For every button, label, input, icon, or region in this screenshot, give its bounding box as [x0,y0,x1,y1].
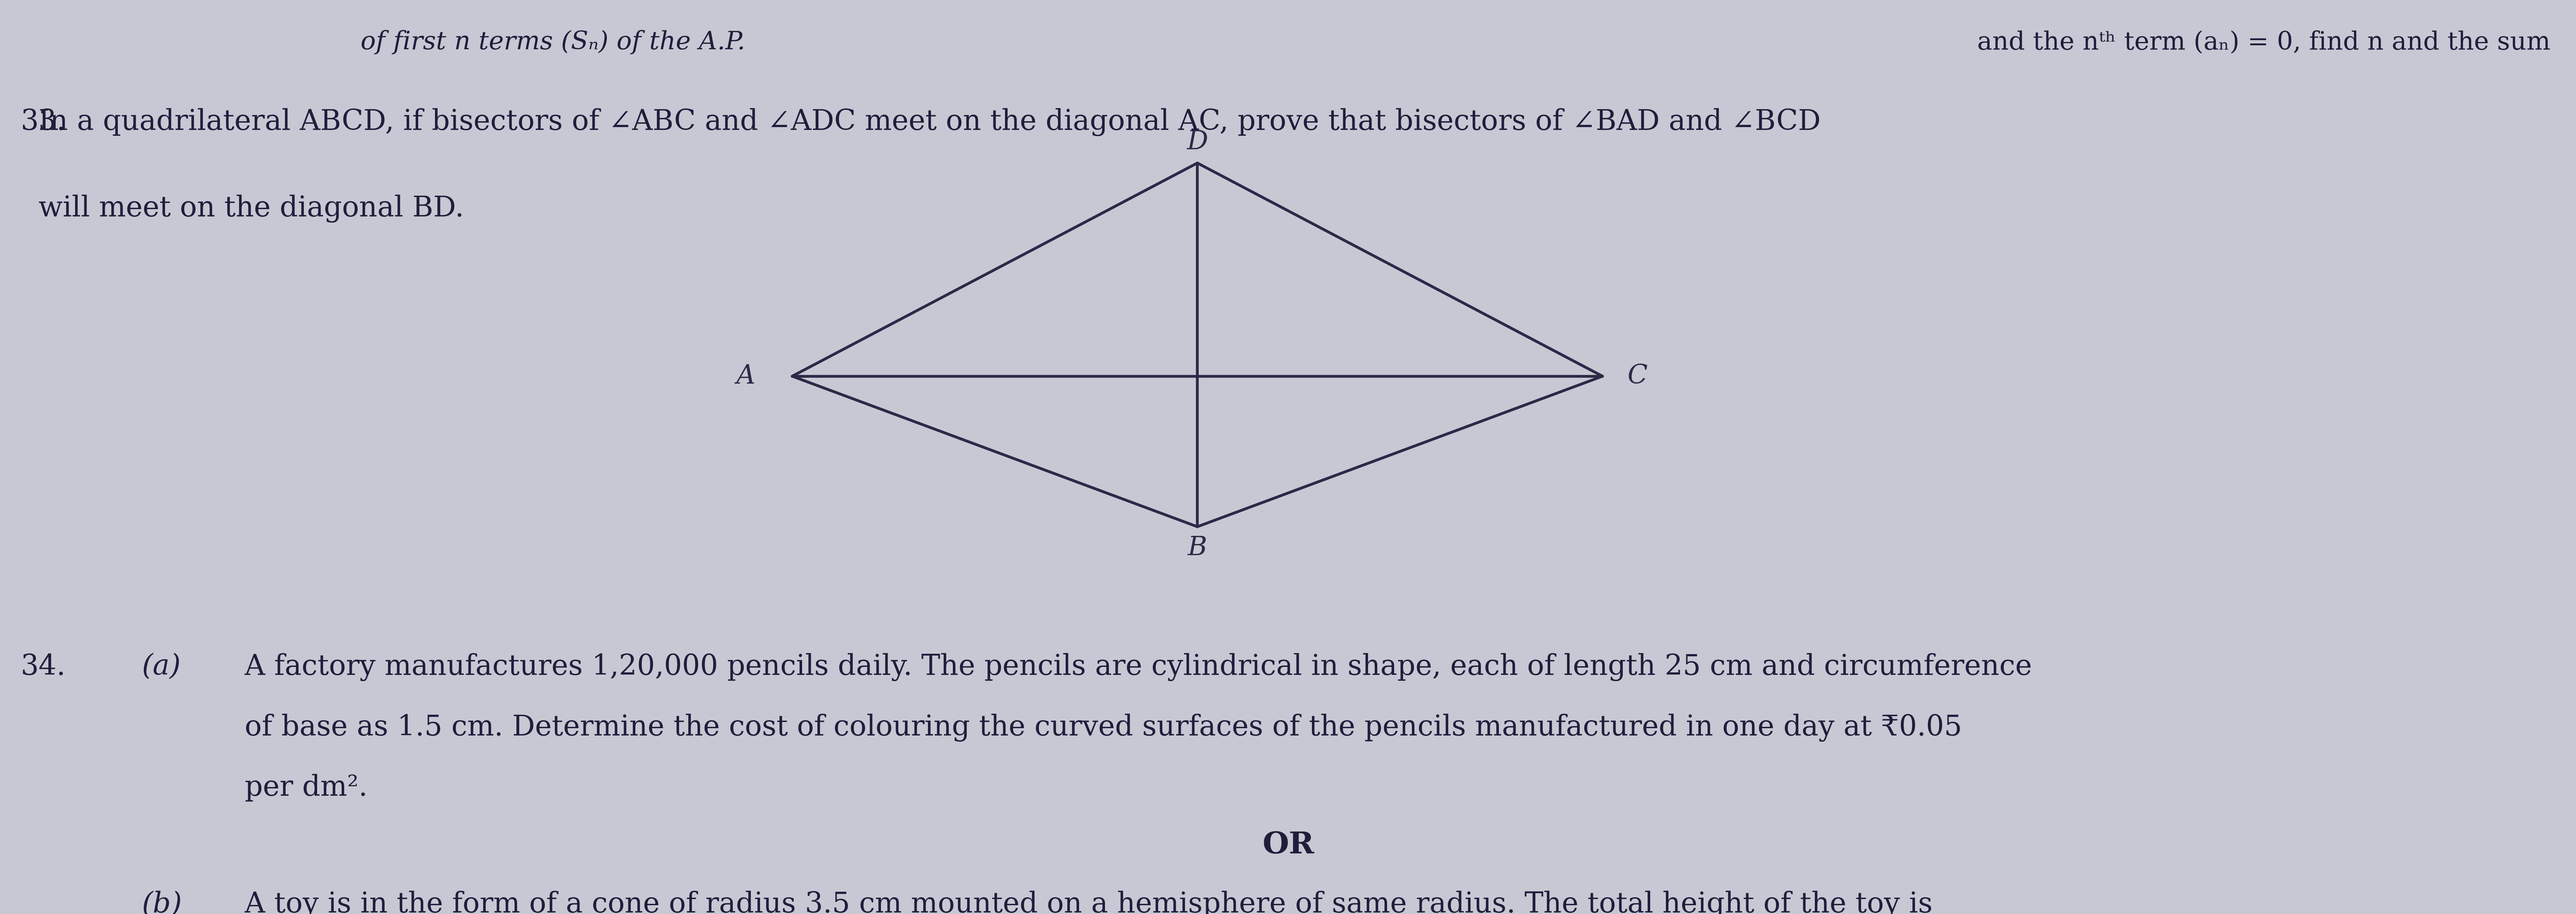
Text: In a quadrilateral ABCD, if bisectors of ∠ABC and ∠ADC meet on the diagonal AC, : In a quadrilateral ABCD, if bisectors of… [21,108,1821,136]
Text: B: B [1188,535,1208,561]
Text: will meet on the diagonal BD.: will meet on the diagonal BD. [21,195,464,223]
Text: A: A [737,364,755,389]
Text: of first n terms (Sₙ) of the A.P.: of first n terms (Sₙ) of the A.P. [361,30,744,55]
Text: 33.: 33. [21,108,64,136]
Text: A factory manufactures 1,20,000 pencils daily. The pencils are cylindrical in sh: A factory manufactures 1,20,000 pencils … [227,653,2032,681]
Text: 34.: 34. [21,653,64,681]
Text: A toy is in the form of a cone of radius 3.5 cm mounted on a hemisphere of same : A toy is in the form of a cone of radius… [227,891,1932,914]
Text: (a): (a) [142,653,180,681]
Text: and the nᵗʰ term (aₙ) = 0, find n and the sum: and the nᵗʰ term (aₙ) = 0, find n and th… [1976,30,2550,55]
Text: of base as 1.5 cm. Determine the cost of colouring the curved surfaces of the pe: of base as 1.5 cm. Determine the cost of… [227,714,1963,741]
Text: per dm².: per dm². [227,774,368,802]
Text: C: C [1628,364,1646,389]
Text: (b): (b) [142,891,183,914]
Text: OR: OR [1262,830,1314,859]
Text: D: D [1188,129,1208,154]
